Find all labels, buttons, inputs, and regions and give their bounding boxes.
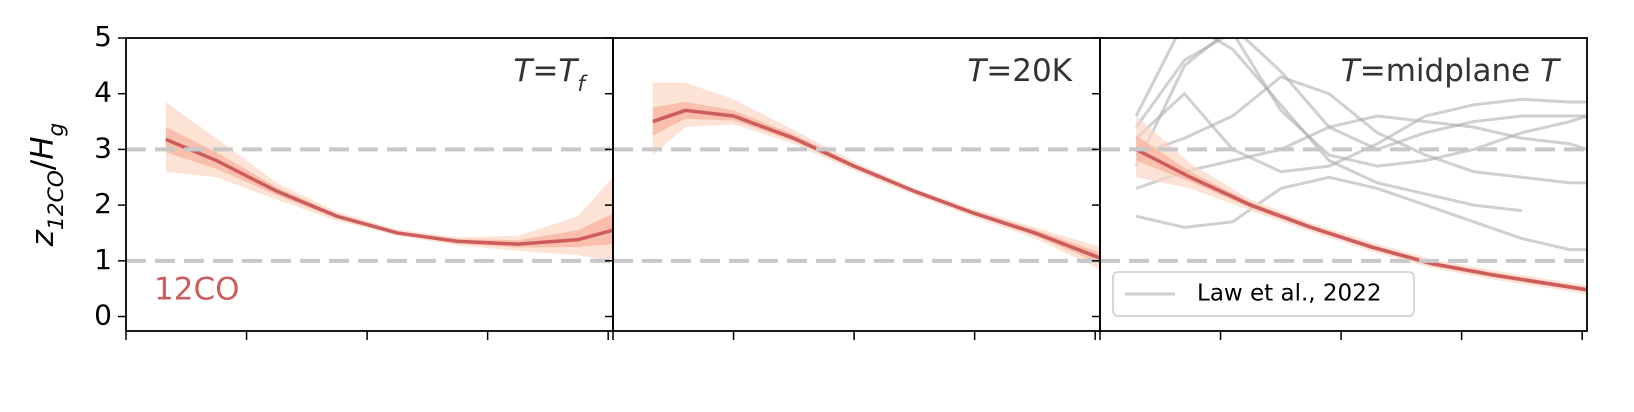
- y-tick-label: 1: [94, 243, 112, 276]
- text-part: T: [514, 53, 535, 89]
- legend-label: Law et al., 2022: [1197, 281, 1381, 307]
- y-tick-label: 4: [94, 76, 112, 109]
- y-tick-label: 0: [94, 299, 112, 332]
- reference-line: [1135, 75, 1587, 185]
- text-part: z: [25, 229, 61, 247]
- median-line: [652, 108, 1100, 260]
- y-tick-label: 5: [94, 20, 112, 53]
- text-part: =20K: [986, 53, 1072, 89]
- text-part: T: [1341, 53, 1362, 89]
- reference-line: [1134, 38, 1587, 168]
- series-label: 12CO: [154, 272, 240, 308]
- panel-title: T=midplane T: [1341, 53, 1561, 89]
- reference-line: [1134, 38, 1523, 213]
- text-part: 12CO: [44, 170, 69, 230]
- y-axis-label: z12CO/Hg: [25, 123, 69, 248]
- reference-line: [1135, 91, 1587, 174]
- inner-band: [1136, 135, 1587, 293]
- panel: [652, 82, 1100, 270]
- inner-band: [165, 127, 613, 248]
- text-part: T: [1540, 53, 1561, 89]
- panel-title: T=Tf: [514, 53, 589, 97]
- text-part: T: [967, 53, 988, 89]
- inner-band: [652, 102, 1100, 264]
- text-part: /: [25, 159, 61, 170]
- panel: [165, 102, 613, 261]
- y-tick-label: 3: [94, 131, 112, 164]
- reference-line: [1135, 114, 1587, 190]
- text-part: f: [577, 72, 588, 97]
- panel: [1134, 38, 1587, 295]
- legend-box: [1112, 271, 1415, 317]
- median-line: [1135, 147, 1587, 292]
- y-tick-label: 2: [94, 187, 112, 220]
- text-part: H: [25, 136, 61, 159]
- panel-title: T=20K: [967, 53, 1072, 89]
- panel-frame: [1099, 37, 1588, 332]
- reference-line: [1135, 175, 1587, 252]
- median-line: [165, 137, 613, 246]
- text-part: =midplane: [1360, 53, 1540, 89]
- text-part: T: [558, 53, 579, 89]
- text-part: g: [44, 123, 69, 137]
- text-part: =: [532, 53, 558, 89]
